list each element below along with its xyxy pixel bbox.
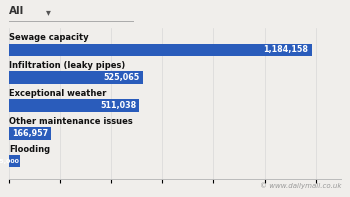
Text: Flooding: Flooding	[9, 145, 50, 154]
Text: 166,957: 166,957	[12, 129, 48, 138]
Text: 511,038: 511,038	[100, 101, 136, 110]
Bar	[9, 99, 139, 112]
Text: Other maintenance issues: Other maintenance issues	[9, 117, 133, 126]
Text: Infiltration (leaky pipes): Infiltration (leaky pipes)	[9, 61, 125, 70]
Text: All: All	[9, 6, 24, 16]
Bar	[9, 155, 20, 167]
Text: 1,184,158: 1,184,158	[264, 45, 309, 54]
Text: 45,000: 45,000	[0, 159, 20, 164]
Bar	[9, 44, 312, 56]
Text: Sewage capacity: Sewage capacity	[9, 33, 88, 43]
Text: Exceptional weather: Exceptional weather	[9, 89, 106, 98]
Text: © www.dailymail.co.uk: © www.dailymail.co.uk	[260, 182, 341, 189]
Bar	[9, 127, 51, 140]
Bar	[9, 72, 143, 84]
Text: ▾: ▾	[46, 7, 50, 17]
Text: 525,065: 525,065	[104, 73, 140, 82]
